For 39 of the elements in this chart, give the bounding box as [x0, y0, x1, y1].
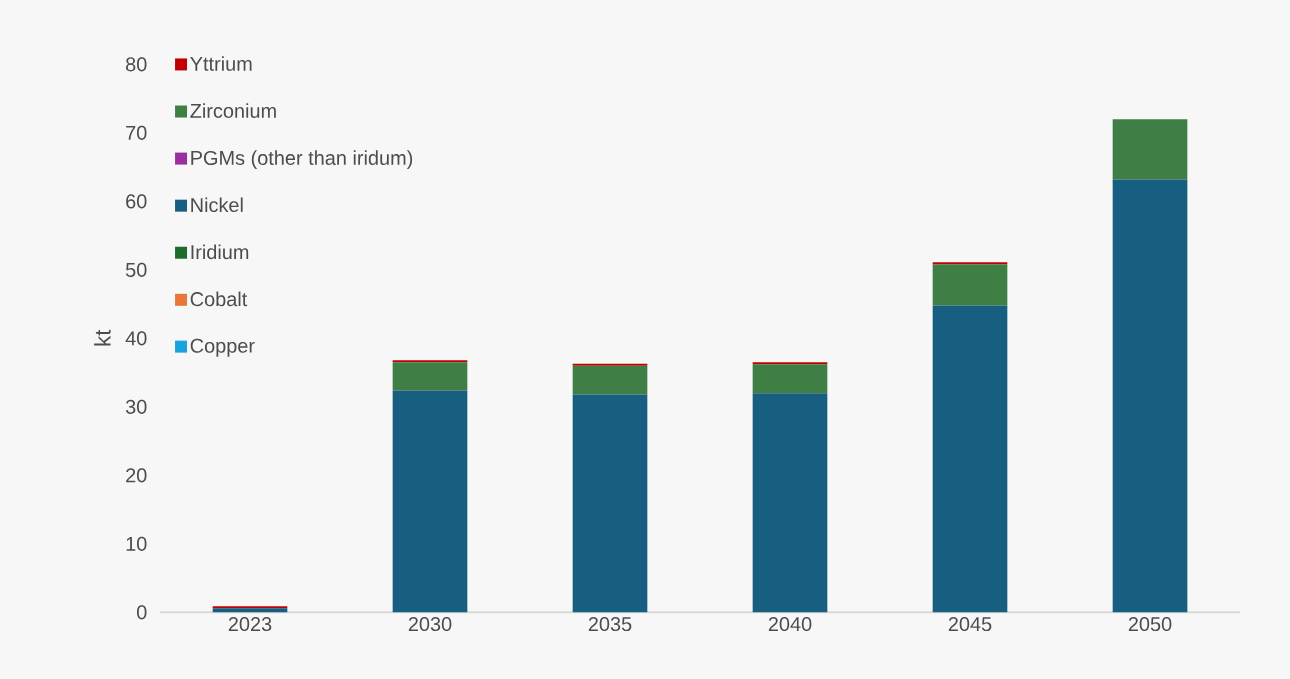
x-tick-label: 2023: [228, 617, 272, 632]
bar: [752, 364, 828, 394]
legend-label: Yttrium: [190, 56, 252, 71]
bar: [932, 305, 1008, 613]
y-tick-label: 80: [126, 57, 147, 72]
bar: [932, 262, 1008, 265]
legend-label: Nickel: [191, 197, 243, 213]
bar: [572, 363, 648, 366]
bar: [572, 394, 648, 613]
bar: [392, 390, 468, 613]
legend-label: Copper: [190, 338, 255, 357]
bar: [752, 393, 828, 613]
bar: [1112, 119, 1188, 180]
legend-label: Zirconium: [190, 103, 276, 118]
y-tick-label: 70: [126, 125, 147, 140]
y-tick-label: 50: [125, 262, 147, 277]
x-tick-label: 2035: [588, 617, 632, 632]
y-tick-label: 40: [125, 331, 147, 346]
legend-label: Cobalt: [190, 291, 248, 307]
bar: [392, 360, 468, 363]
y-tick-label: 10: [126, 536, 147, 551]
bar: [752, 362, 828, 365]
bar: [212, 608, 288, 613]
bar: [932, 264, 1008, 306]
legend-label: PGMs (other than iridum): [191, 150, 413, 169]
legend-label: Iridium: [191, 244, 249, 260]
y-tick-label: 30: [125, 399, 147, 414]
bar: [392, 362, 468, 391]
bar: [572, 365, 648, 395]
x-tick-label: 2050: [1128, 617, 1172, 632]
y-tick-label: 0: [137, 605, 147, 620]
y-tick-label: 20: [126, 468, 147, 483]
bar: [1112, 179, 1188, 613]
x-tick-label: 2040: [768, 617, 812, 632]
y-axis-title: kt: [94, 329, 111, 346]
bar: [212, 606, 288, 609]
y-tick-label: 60: [126, 194, 147, 209]
x-tick-label: 2045: [948, 617, 992, 632]
x-tick-label: 2030: [408, 617, 452, 632]
